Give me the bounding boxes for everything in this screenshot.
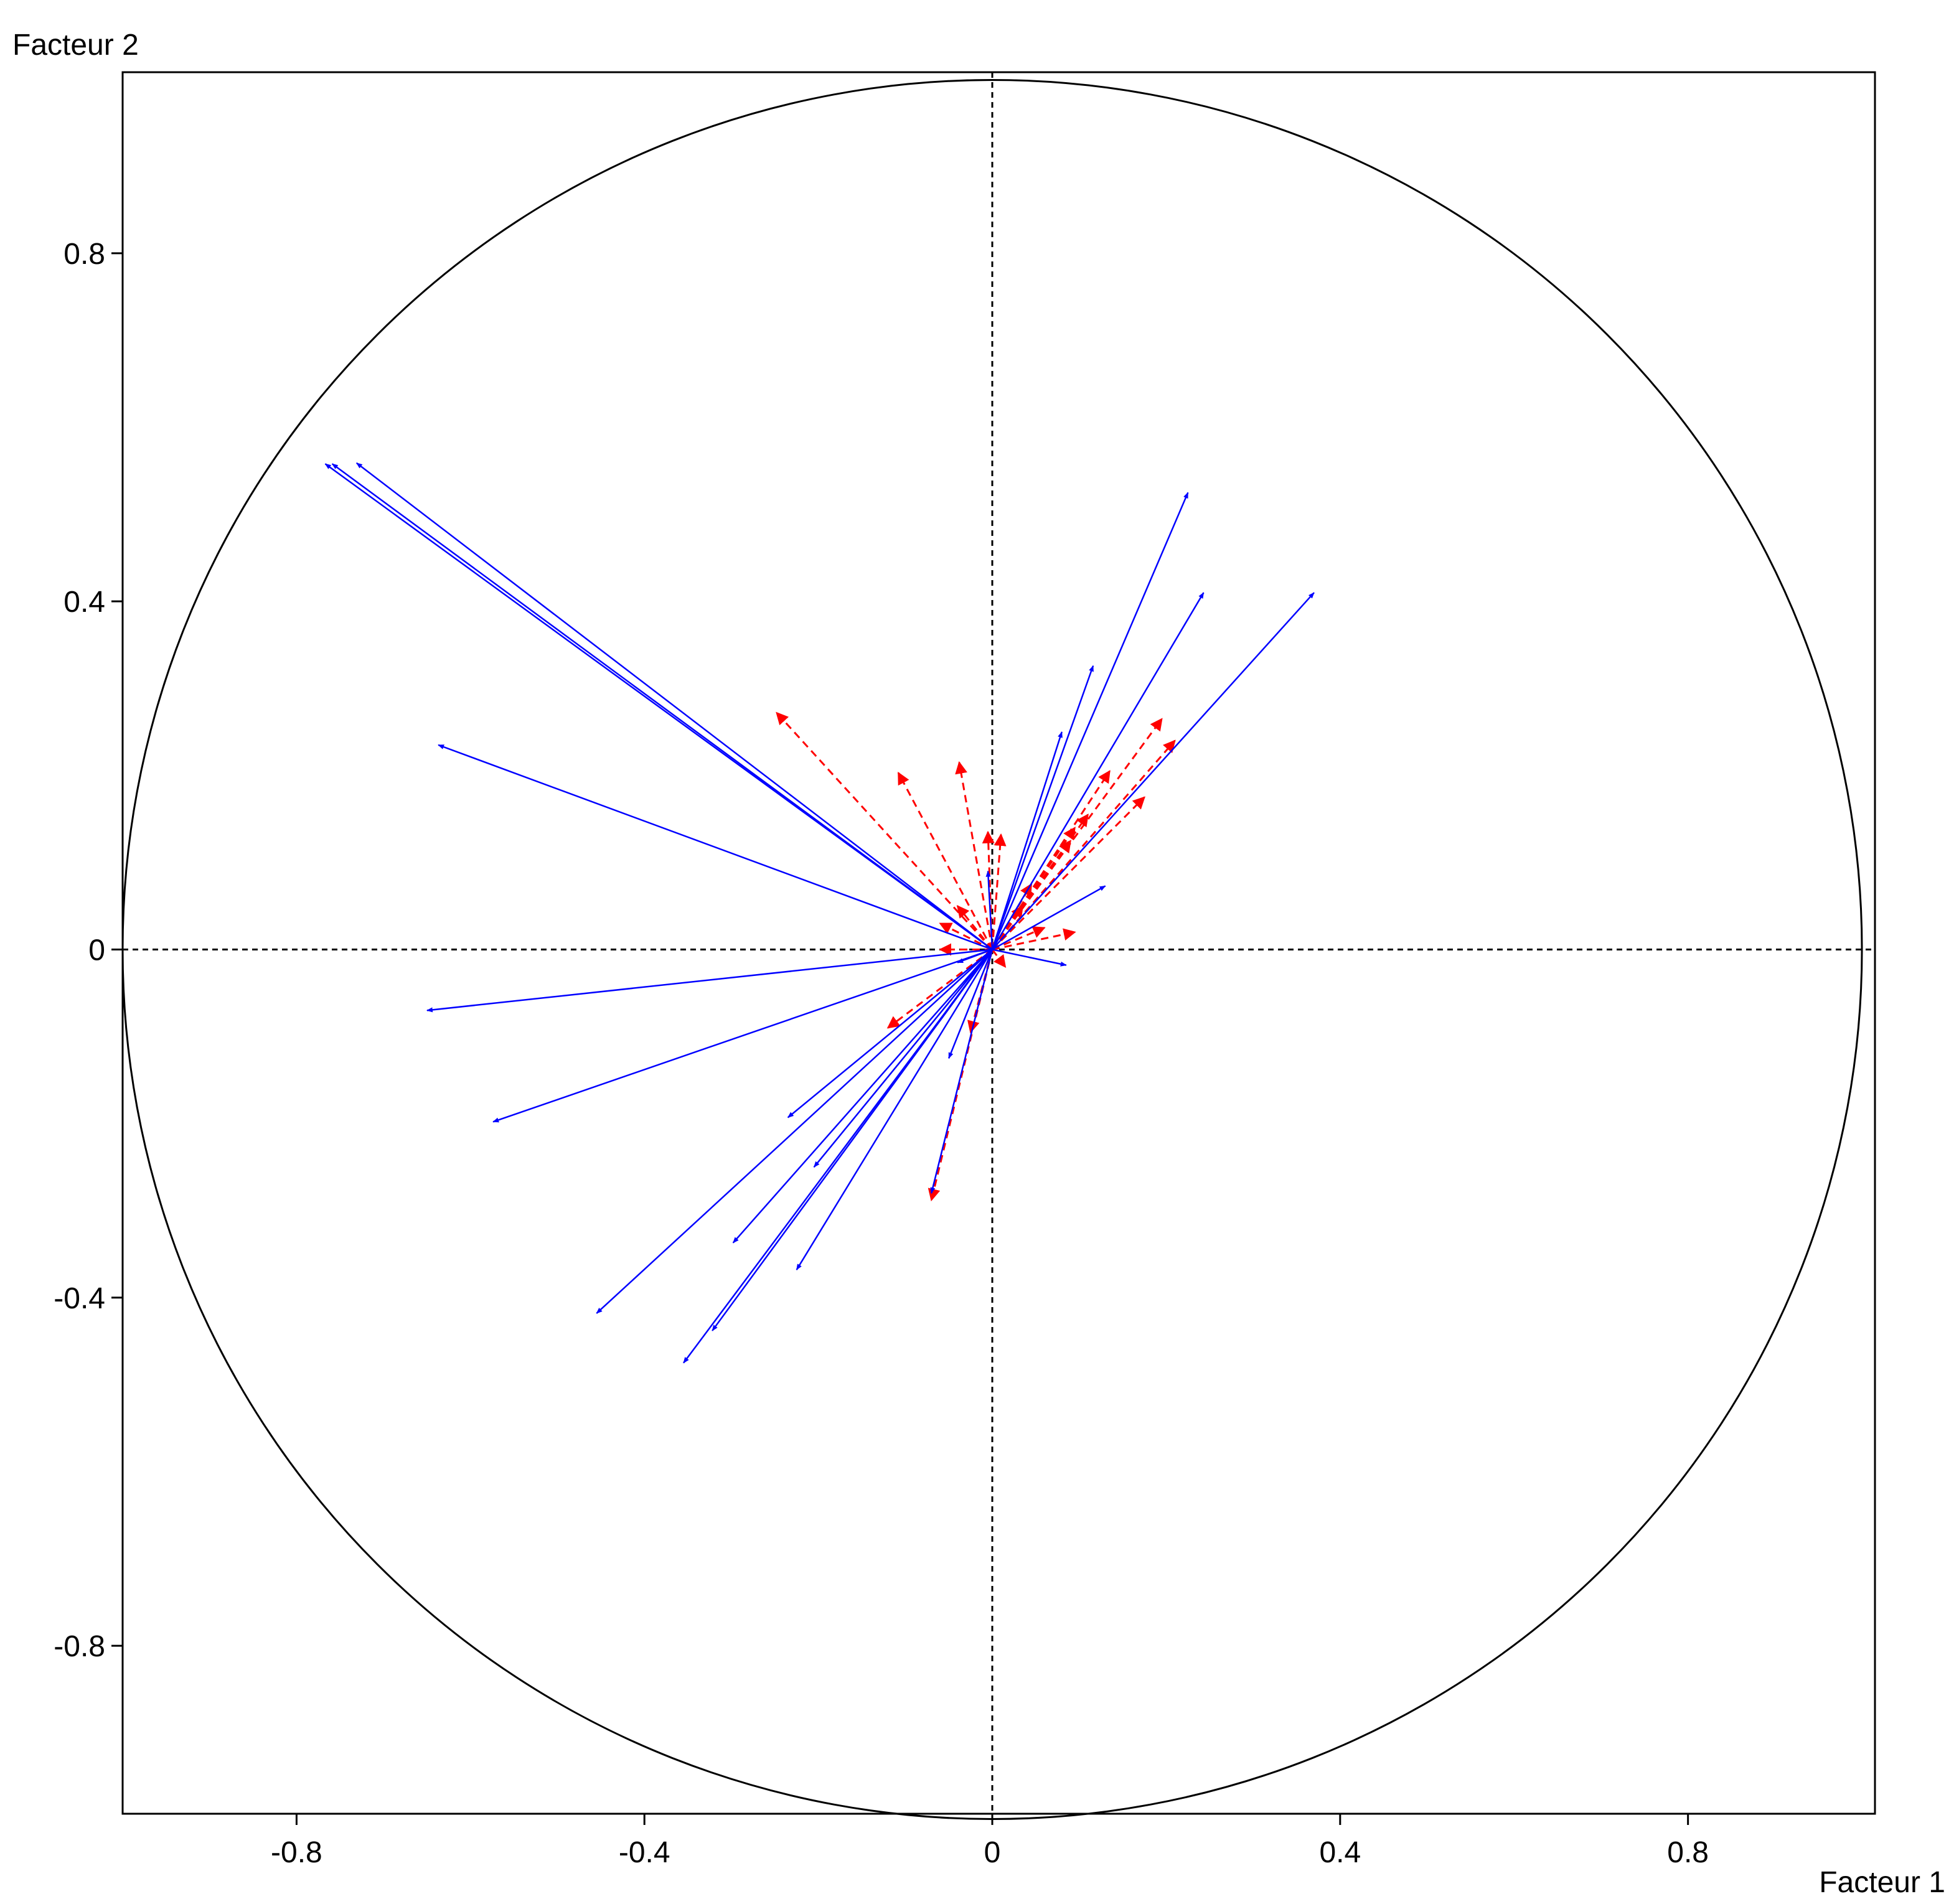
- variable-arrow: [992, 949, 1067, 967]
- supplementary-variable-arrow: [991, 770, 1111, 950]
- x-tick-label: 0.4: [1319, 1836, 1361, 1869]
- variable-arrow: [331, 463, 993, 950]
- variable-arrow: [992, 885, 1106, 950]
- variable-arrow: [992, 592, 1315, 950]
- x-tick-label: 0.8: [1667, 1836, 1709, 1869]
- variable-arrow: [356, 462, 993, 950]
- variable-arrow: [796, 949, 994, 1270]
- supplementary-variable-arrow: [939, 922, 993, 950]
- variable-arrow: [732, 949, 993, 1244]
- y-axis-title: Facteur 2: [12, 29, 139, 62]
- supplementary-variable-arrow: [886, 949, 993, 1029]
- y-tick-label: 0.8: [63, 238, 105, 271]
- y-tick-label: -0.4: [54, 1282, 105, 1315]
- variable-arrow: [426, 949, 993, 1013]
- variable-arrow: [991, 665, 1094, 950]
- variable-arrow: [991, 492, 1189, 950]
- variable-arrow: [930, 949, 994, 1194]
- y-axis-ticks: -0.8 -0.4 0 0.4 0.8: [54, 238, 123, 1663]
- variable-arrow: [712, 949, 994, 1331]
- supplementary-variable-arrow: [991, 833, 1007, 950]
- y-tick-label: 0: [88, 934, 105, 967]
- supplementary-variable-arrow: [956, 905, 994, 950]
- variable-arrow: [985, 870, 994, 950]
- variable-arrow: [957, 949, 993, 964]
- active-variable-arrows: [324, 462, 1315, 1364]
- supplementary-variable-arrow: [992, 928, 1076, 950]
- variable-arrow: [787, 949, 993, 1118]
- variable-arrow: [813, 949, 993, 1168]
- x-axis-title: Facteur 1: [1819, 1866, 1945, 1899]
- supplementary-variable-arrow: [991, 827, 1076, 950]
- x-tick-label: 0: [984, 1836, 1001, 1869]
- supplementary-variable-arrow: [991, 739, 1176, 950]
- supplementary-variable-arrow: [991, 718, 1163, 950]
- variable-arrow: [438, 744, 993, 950]
- variable-arrow: [991, 592, 1205, 950]
- supplementary-variable-arrow: [992, 926, 1046, 950]
- supplementary-variable-arrow: [955, 761, 994, 950]
- x-tick-label: -0.8: [271, 1836, 322, 1869]
- supplementary-variable-arrow: [897, 771, 994, 950]
- variable-arrow: [596, 949, 993, 1314]
- variable-arrow: [948, 949, 994, 1059]
- x-tick-label: -0.4: [619, 1836, 670, 1869]
- supplementary-variable-arrow: [776, 711, 994, 950]
- supplementary-variable-arrow: [991, 796, 1145, 950]
- variable-arrow: [991, 731, 1063, 950]
- y-tick-label: -0.8: [54, 1630, 105, 1663]
- variable-arrow: [492, 949, 993, 1123]
- x-axis-ticks: -0.8 -0.4 0 0.4 0.8: [271, 1814, 1709, 1869]
- y-tick-label: 0.4: [63, 586, 105, 619]
- supplementary-variable-arrow: [991, 949, 1007, 968]
